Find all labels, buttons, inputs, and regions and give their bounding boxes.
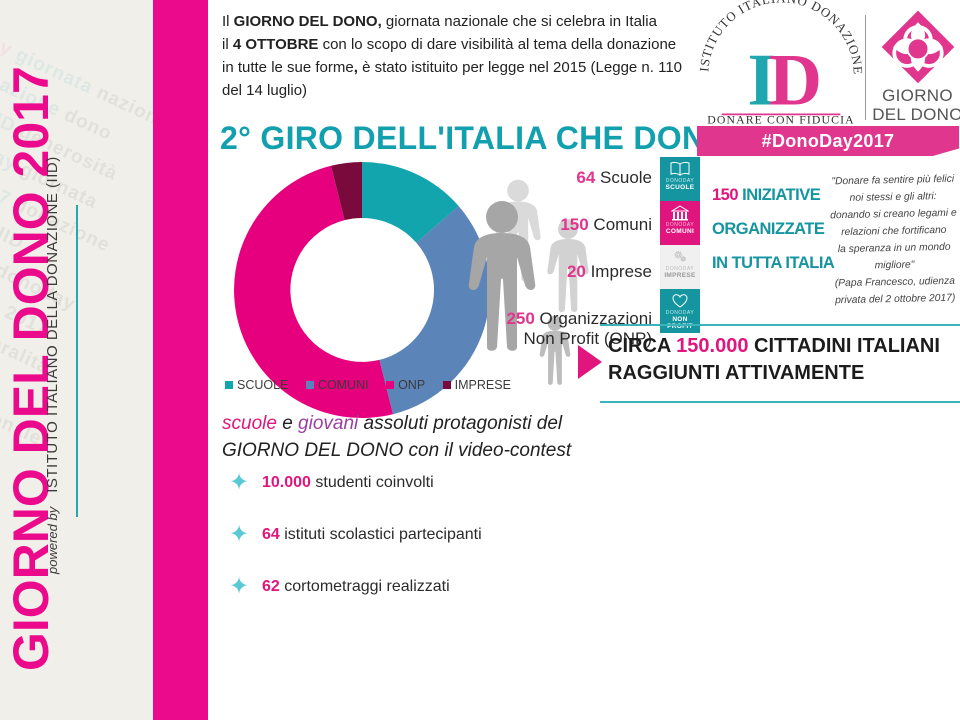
svg-text:D: D <box>769 38 822 120</box>
svg-text:DONARE CON FIDUCIA: DONARE CON FIDUCIA <box>707 113 854 126</box>
